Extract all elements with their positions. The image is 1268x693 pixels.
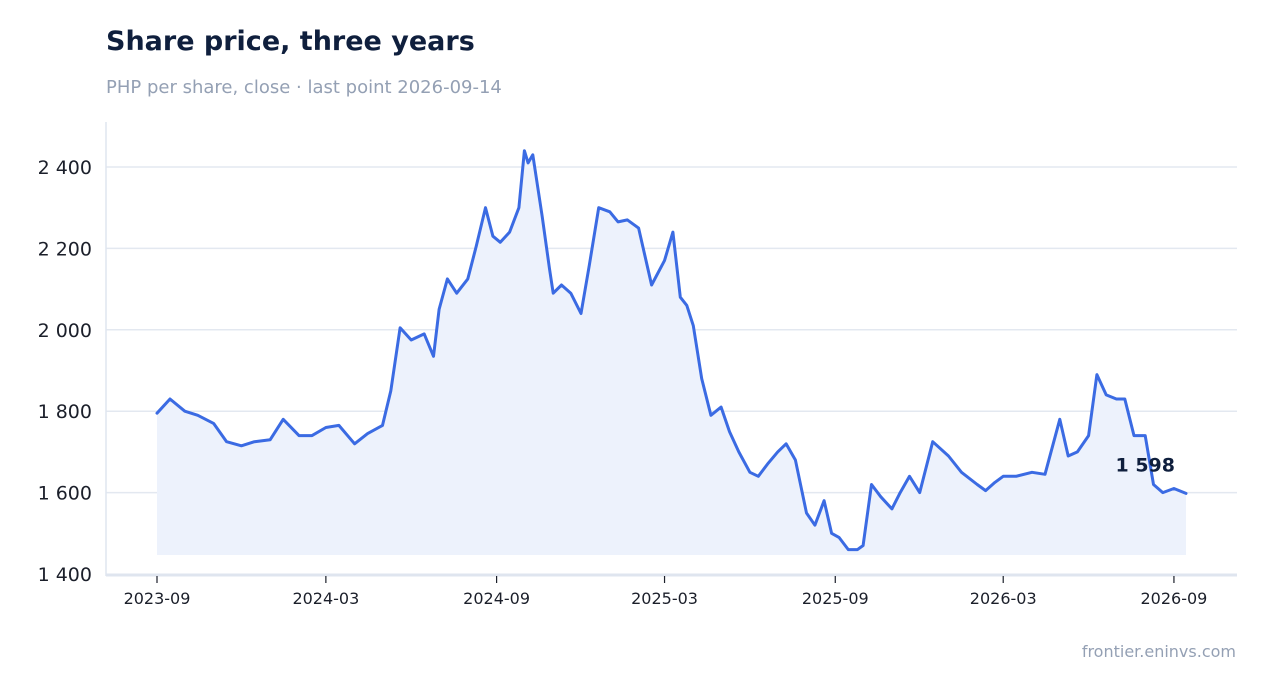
x-tick-label: 2023-09 (124, 589, 191, 608)
y-tick-label: 2 000 (38, 320, 92, 342)
y-tick-label: 2 400 (38, 157, 92, 179)
price-area (157, 150, 1186, 555)
y-tick-label: 1 800 (38, 401, 92, 423)
source-credit: frontier.eninvs.com (1081, 642, 1236, 661)
x-tick-label: 2025-03 (631, 589, 698, 608)
last-value-label: 1 598 (1116, 454, 1176, 476)
x-tick-label: 2026-03 (970, 589, 1037, 608)
x-tick-label: 2025-09 (802, 589, 869, 608)
x-axis: 2023-09 2024-03 2024-09 2025-03 2025-09 2026-… (124, 576, 1208, 608)
y-tick-label: 1 600 (38, 483, 92, 505)
y-axis: 1 400 1 600 1 800 2 000 2 200 2 400 (38, 157, 92, 586)
y-tick-label: 1 400 (38, 564, 92, 586)
x-tick-label: 2024-09 (463, 589, 530, 608)
x-tick-label: 2026-09 (1141, 589, 1208, 608)
price-line (155, 149, 1188, 552)
chart-title: Share price, three years (106, 26, 475, 57)
chart-subtitle: PHP per share, close · last point 2026-0… (106, 77, 502, 98)
x-tick-label: 2024-03 (292, 589, 359, 608)
y-tick-label: 2 200 (38, 238, 92, 260)
